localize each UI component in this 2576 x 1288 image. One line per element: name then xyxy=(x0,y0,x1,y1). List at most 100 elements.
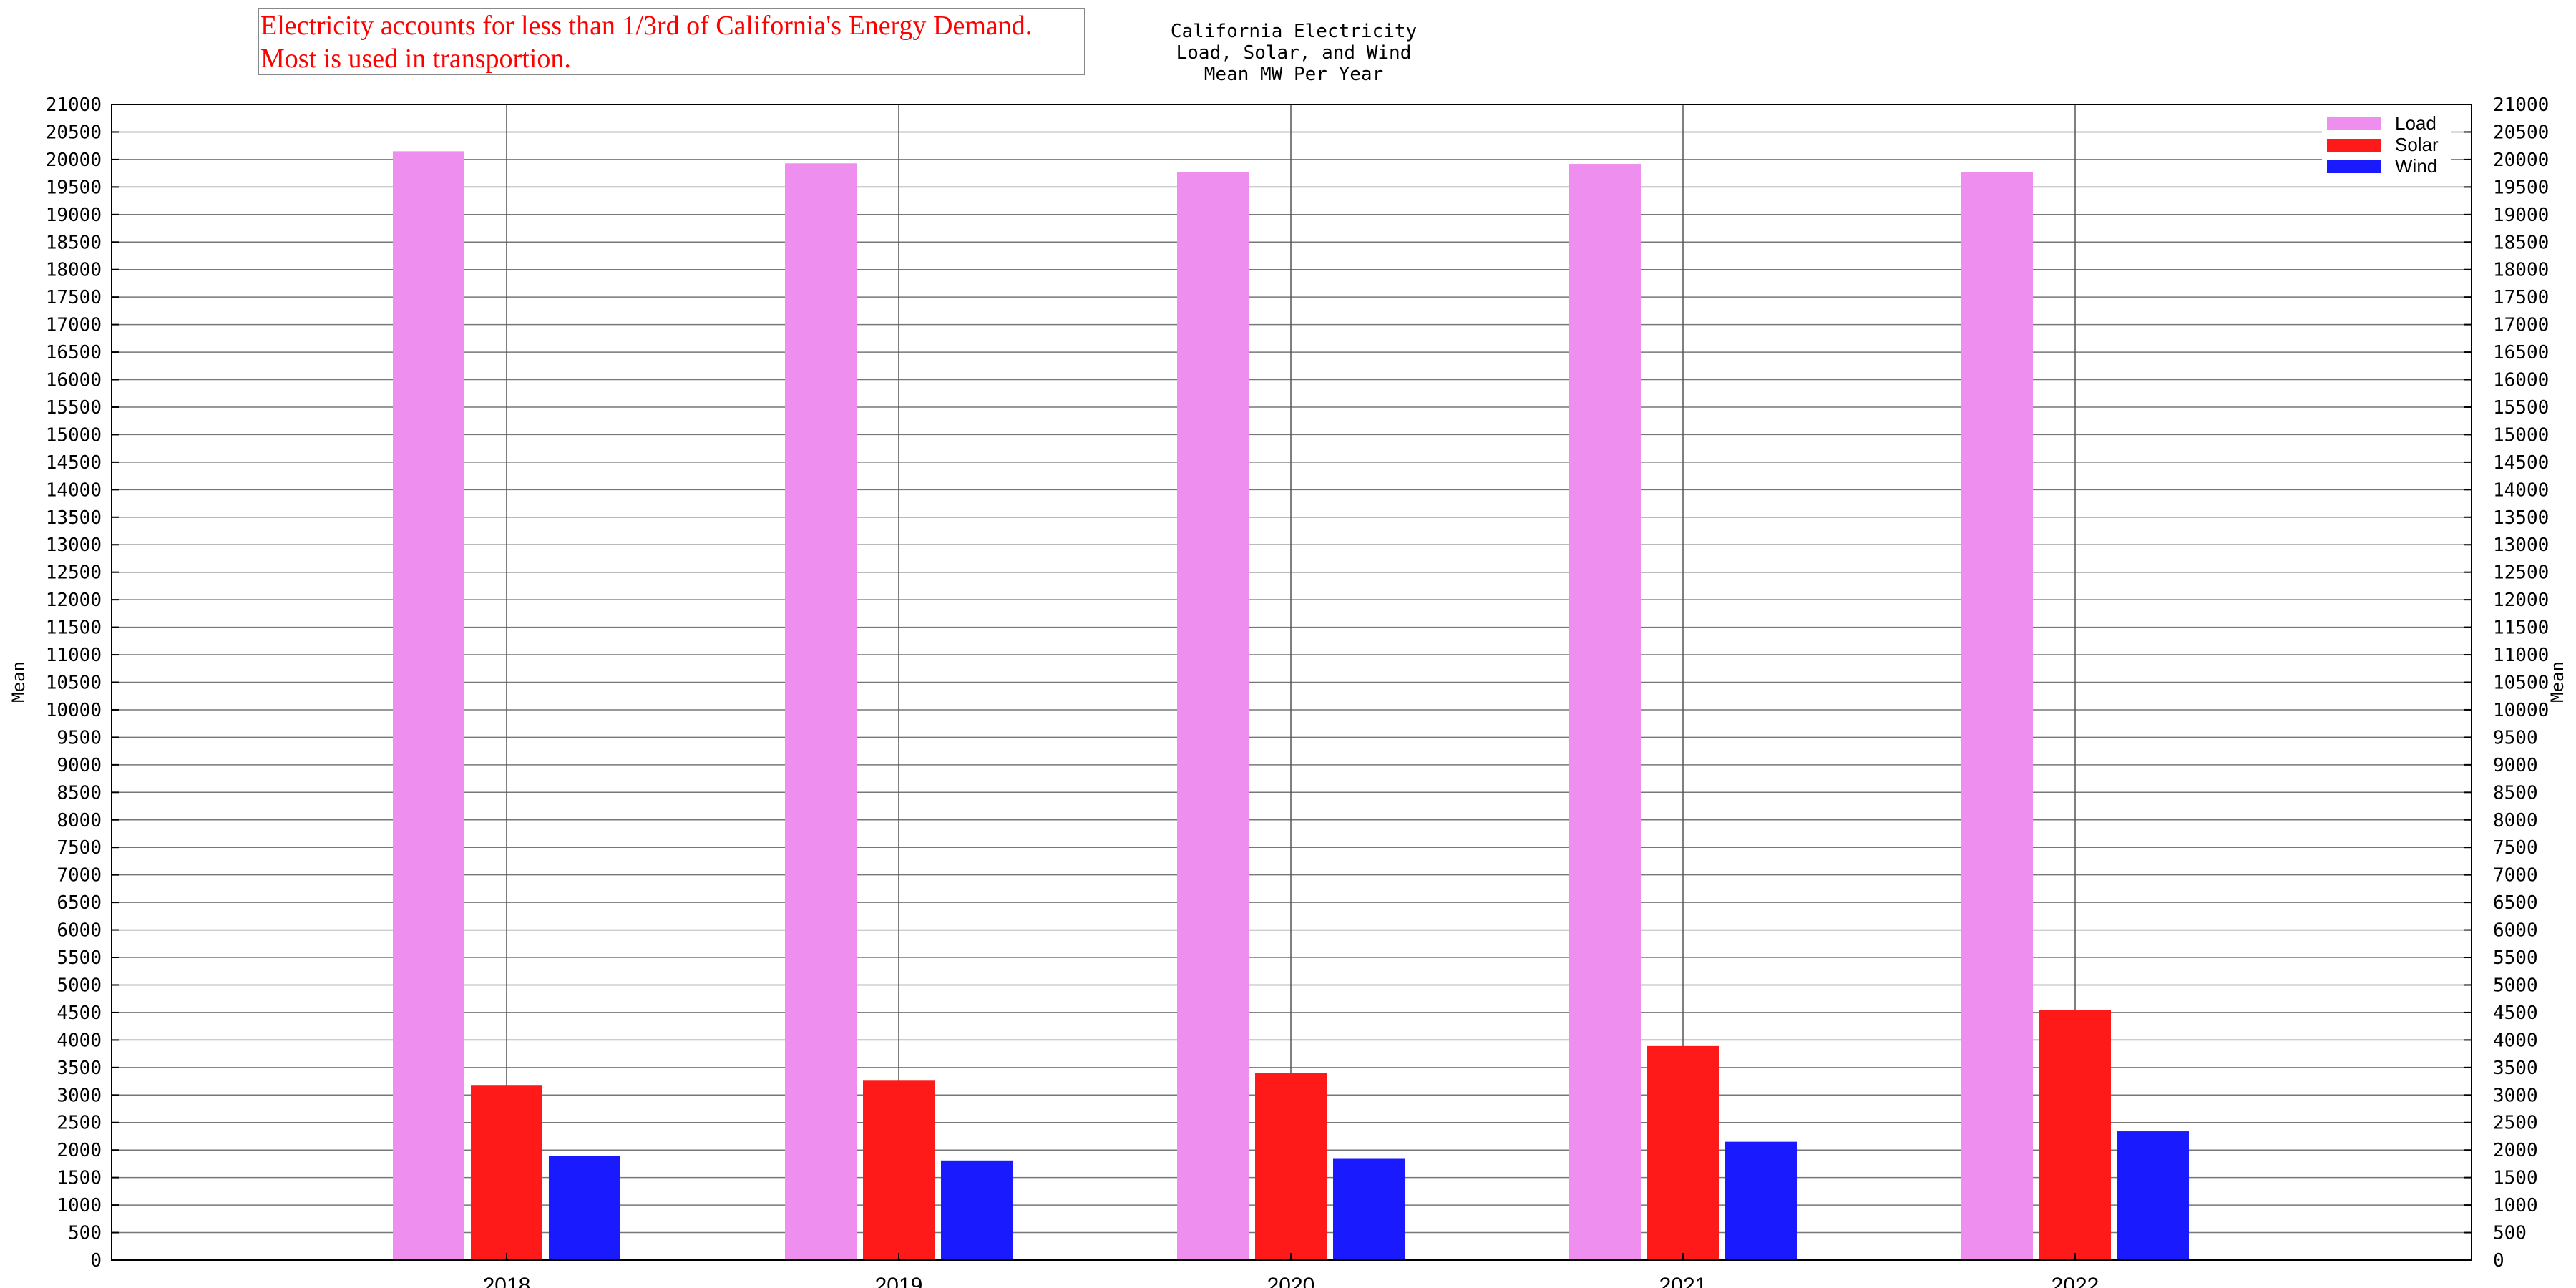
y-tick-label-left: 3500 xyxy=(57,1058,102,1079)
grid-lines xyxy=(112,131,2472,1234)
y-tick-label-right: 18000 xyxy=(2493,260,2549,281)
annotation-line-2: Most is used in transportion. xyxy=(260,44,571,74)
legend-label-load: Load xyxy=(2395,112,2436,134)
y-tick-label-right: 8500 xyxy=(2493,782,2538,804)
y-tick-label-left: 16000 xyxy=(46,370,102,391)
x-tick-label: 2022 xyxy=(2051,1274,2099,1288)
legend-label-wind: Wind xyxy=(2395,155,2437,177)
y-tick-label-right: 10500 xyxy=(2493,673,2549,694)
bar-load-2020 xyxy=(1177,172,1249,1260)
y-axis-left-ticks: 0 500 1000 1500 2000 2500 3000 3500 4000 4500 5000… xyxy=(46,94,119,1272)
y-tick-label-left: 21000 xyxy=(46,94,102,116)
y-tick-label-left: 4500 xyxy=(57,1002,102,1024)
y-tick-label-left: 3000 xyxy=(57,1085,102,1106)
y-tick-label-right: 1500 xyxy=(2493,1168,2538,1189)
y-tick-label-right: 16500 xyxy=(2493,342,2549,364)
bar-solar-2022 xyxy=(2039,1010,2111,1260)
y-tick-label-right: 19500 xyxy=(2493,177,2549,198)
bar-solar-2020 xyxy=(1255,1073,1327,1260)
chart-title-line-3: Mean MW Per Year xyxy=(1204,64,1383,85)
y-tick-label-right: 7500 xyxy=(2493,837,2538,859)
y-tick-label-left: 1000 xyxy=(57,1195,102,1216)
y-tick-label-left: 2500 xyxy=(57,1113,102,1134)
y-tick-label-right: 14000 xyxy=(2493,479,2549,501)
bar-load-2021 xyxy=(1569,164,1641,1261)
y-tick-label-right: 15000 xyxy=(2493,424,2549,446)
y-tick-label-right: 9500 xyxy=(2493,727,2538,748)
legend-swatch-wind xyxy=(2327,160,2381,173)
y-tick-label-right: 21000 xyxy=(2493,94,2549,116)
y-tick-label-left: 14500 xyxy=(46,452,102,474)
bar-wind-2021 xyxy=(1725,1141,1797,1260)
y-axis-right-ticks: 0 500 1000 1500 2000 2500 3000 3500 4000 4500 5000… xyxy=(2464,94,2549,1272)
y-tick-label-left: 0 xyxy=(90,1250,102,1272)
bar-wind-2022 xyxy=(2117,1131,2189,1260)
x-tick-label: 2021 xyxy=(1659,1274,1707,1288)
y-tick-label-left: 16500 xyxy=(46,342,102,364)
bar-wind-2019 xyxy=(941,1160,1013,1260)
y-tick-label-right: 500 xyxy=(2493,1223,2527,1244)
y-tick-label-right: 3000 xyxy=(2493,1085,2538,1106)
y-tick-label-right: 11500 xyxy=(2493,618,2549,639)
y-tick-label-left: 1500 xyxy=(57,1168,102,1189)
y-tick-label-right: 2500 xyxy=(2493,1113,2538,1134)
chart-title-line-1: California Electricity xyxy=(1171,21,1417,42)
bar-solar-2019 xyxy=(863,1080,935,1260)
y-tick-label-right: 3500 xyxy=(2493,1058,2538,1079)
y-tick-label-right: 7000 xyxy=(2493,865,2538,887)
y-tick-label-left: 11000 xyxy=(46,645,102,666)
bar-wind-2018 xyxy=(549,1156,620,1260)
chart-title: California Electricity Load, Solar, and … xyxy=(1171,21,1417,85)
y-tick-label-left: 8500 xyxy=(57,782,102,804)
y-tick-label-left: 5500 xyxy=(57,947,102,969)
annotation-line-1: Electricity accounts for less than 1/3rd… xyxy=(260,11,1032,41)
y-tick-label-right: 10000 xyxy=(2493,700,2549,721)
y-tick-label-left: 13000 xyxy=(46,535,102,556)
y-tick-label-right: 1000 xyxy=(2493,1195,2538,1216)
annotation-box: Electricity accounts for less than 1/3rd… xyxy=(258,8,1085,75)
y-tick-label-right: 18500 xyxy=(2493,232,2549,253)
y-tick-label-left: 20500 xyxy=(46,122,102,143)
y-tick-label-left: 6500 xyxy=(57,892,102,914)
y-tick-label-left: 19000 xyxy=(46,205,102,226)
y-tick-label-right: 4500 xyxy=(2493,1002,2538,1024)
bar-wind-2020 xyxy=(1333,1158,1405,1260)
y-tick-label-right: 16000 xyxy=(2493,370,2549,391)
bar-load-2022 xyxy=(1961,172,2033,1260)
legend-swatch-load xyxy=(2327,117,2381,130)
y-tick-label-left: 11500 xyxy=(46,618,102,639)
y-tick-label-right: 5500 xyxy=(2493,947,2538,969)
y-tick-label-right: 9000 xyxy=(2493,755,2538,776)
y-tick-label-left: 9000 xyxy=(57,755,102,776)
y-tick-label-left: 17000 xyxy=(46,315,102,336)
legend-swatch-solar xyxy=(2327,139,2381,152)
y-tick-label-left: 10000 xyxy=(46,700,102,721)
x-tick-label: 2018 xyxy=(483,1274,531,1288)
y-tick-label-left: 6000 xyxy=(57,920,102,942)
y-tick-label-right: 6000 xyxy=(2493,920,2538,942)
y-tick-label-left: 4000 xyxy=(57,1030,102,1051)
y-tick-label-right: 17000 xyxy=(2493,315,2549,336)
y-tick-label-left: 5000 xyxy=(57,975,102,996)
y-tick-label-right: 12500 xyxy=(2493,562,2549,584)
annotation-frame xyxy=(258,8,1085,75)
y-tick-label-right: 15500 xyxy=(2493,397,2549,419)
y-tick-label-left: 2000 xyxy=(57,1140,102,1161)
bars xyxy=(393,151,2189,1261)
y-tick-label-right: 12000 xyxy=(2493,590,2549,611)
y-tick-label-right: 11000 xyxy=(2493,645,2549,666)
y-axis-label-left: Mean xyxy=(9,661,29,703)
y-tick-label-right: 0 xyxy=(2493,1250,2504,1272)
y-tick-label-right: 6500 xyxy=(2493,892,2538,914)
x-tick-label: 2020 xyxy=(1267,1274,1315,1288)
y-tick-label-left: 19500 xyxy=(46,177,102,198)
bar-load-2018 xyxy=(393,151,464,1261)
y-tick-label-left: 14000 xyxy=(46,479,102,501)
y-axis-label-right: Mean xyxy=(2547,661,2567,703)
y-tick-label-right: 13500 xyxy=(2493,507,2549,529)
y-tick-label-right: 19000 xyxy=(2493,205,2549,226)
y-tick-label-right: 13000 xyxy=(2493,535,2549,556)
y-tick-label-right: 5000 xyxy=(2493,975,2538,996)
y-tick-label-left: 20000 xyxy=(46,150,102,171)
y-tick-label-left: 12000 xyxy=(46,590,102,611)
